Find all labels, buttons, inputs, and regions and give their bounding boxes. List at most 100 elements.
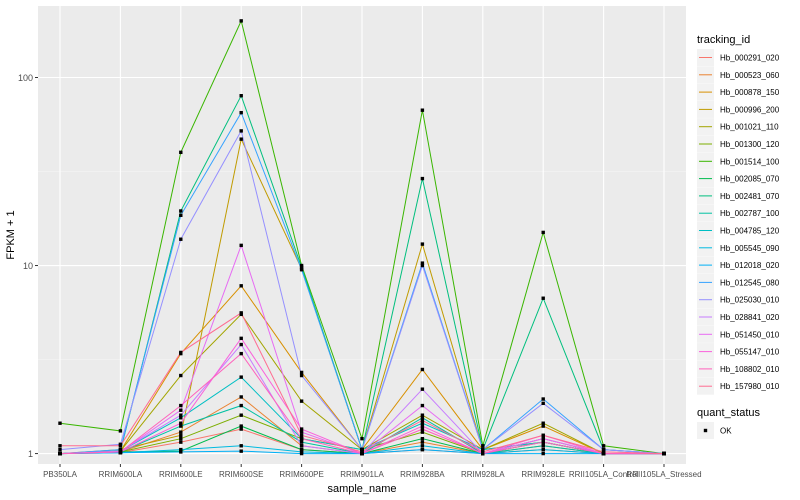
data-point bbox=[481, 447, 485, 452]
data-point bbox=[118, 450, 123, 454]
data-point bbox=[541, 401, 545, 406]
data-point bbox=[239, 403, 243, 408]
data-point bbox=[179, 150, 183, 155]
data-point bbox=[179, 436, 183, 441]
data-point bbox=[239, 424, 243, 428]
legend-point-swatch bbox=[703, 428, 708, 433]
data-point bbox=[179, 447, 183, 452]
x-tick-label: RRIM600LE bbox=[159, 470, 203, 479]
x-tick-label: RRIM928BA bbox=[400, 470, 445, 479]
data-point bbox=[299, 265, 304, 269]
data-point bbox=[601, 450, 606, 454]
legend-item: Hb_012545_080 bbox=[697, 273, 780, 291]
data-point bbox=[239, 336, 243, 341]
legend-item: Hb_002085_070 bbox=[697, 170, 780, 188]
data-point bbox=[58, 421, 62, 425]
data-points bbox=[58, 19, 666, 456]
shape-legend-title: quant_status bbox=[697, 407, 760, 419]
data-point bbox=[179, 373, 183, 378]
data-point bbox=[541, 444, 545, 448]
x-tick-label: RRII105LA_Control bbox=[569, 470, 639, 479]
data-point bbox=[420, 424, 425, 428]
data-point bbox=[420, 436, 425, 441]
legend-item: Hb_001514_100 bbox=[697, 152, 780, 170]
shape-legend-item: OK bbox=[697, 422, 732, 439]
data-point bbox=[179, 237, 183, 241]
legend-item: Hb_002787_100 bbox=[697, 204, 780, 222]
data-point bbox=[420, 413, 425, 417]
data-point bbox=[420, 261, 425, 265]
legend-label: Hb_005545_090 bbox=[720, 244, 780, 253]
x-tick-label: RRIM901LA bbox=[340, 470, 384, 479]
data-point bbox=[420, 176, 425, 181]
legend-label: Hb_055147_010 bbox=[720, 348, 780, 357]
legend-item: Hb_012018_020 bbox=[697, 256, 780, 274]
data-point bbox=[299, 433, 304, 438]
data-point bbox=[58, 444, 62, 448]
legend-item: Hb_001021_110 bbox=[697, 118, 779, 136]
legend-label: OK bbox=[720, 427, 732, 436]
data-point bbox=[58, 451, 62, 456]
legend-label: Hb_000523_060 bbox=[720, 71, 780, 80]
legend-label: Hb_028841_020 bbox=[720, 313, 780, 322]
data-point bbox=[299, 436, 304, 441]
data-point bbox=[541, 436, 545, 441]
y-axis: 1 10 100 bbox=[18, 73, 38, 459]
data-point bbox=[239, 375, 243, 379]
data-point bbox=[299, 370, 304, 375]
legend-label: Hb_001300_120 bbox=[720, 140, 780, 149]
grid-lines bbox=[38, 6, 686, 464]
legend-item: Hb_000523_060 bbox=[697, 66, 780, 84]
shape-legend-items: OK bbox=[697, 422, 732, 439]
legend-item: Hb_000291_020 bbox=[697, 49, 780, 66]
data-point bbox=[420, 387, 425, 391]
data-point bbox=[118, 444, 123, 448]
data-point bbox=[179, 408, 183, 412]
legend-label: Hb_002481_070 bbox=[720, 192, 780, 201]
legend-item: Hb_108802_010 bbox=[697, 360, 780, 378]
data-point bbox=[420, 403, 425, 408]
legend-item: Hb_001300_120 bbox=[697, 135, 780, 153]
data-point bbox=[239, 449, 243, 453]
data-point bbox=[179, 424, 183, 428]
data-point bbox=[239, 19, 243, 23]
data-point bbox=[179, 433, 183, 438]
data-point bbox=[420, 427, 425, 431]
data-point bbox=[420, 430, 425, 434]
data-point bbox=[239, 427, 243, 431]
x-tick-label: RRIM928LE bbox=[521, 470, 565, 479]
x-axis-label: sample_name bbox=[327, 483, 396, 495]
data-point bbox=[239, 284, 243, 288]
data-point bbox=[239, 351, 243, 356]
data-point bbox=[481, 450, 485, 454]
data-point bbox=[299, 451, 304, 456]
data-point bbox=[420, 242, 425, 246]
legend-label: Hb_001514_100 bbox=[720, 157, 780, 166]
legend-label: Hb_000878_150 bbox=[720, 88, 780, 97]
data-point bbox=[420, 108, 425, 112]
legend-title: tracking_id bbox=[697, 34, 750, 46]
data-point bbox=[420, 440, 425, 444]
y-tick-label: 1 bbox=[28, 449, 33, 459]
data-point bbox=[239, 137, 243, 141]
data-point bbox=[420, 447, 425, 452]
data-point bbox=[179, 416, 183, 420]
data-point bbox=[239, 110, 243, 115]
legend-label: Hb_000996_200 bbox=[720, 105, 780, 114]
data-point bbox=[179, 350, 183, 355]
x-tick-label: PB350LA bbox=[43, 470, 77, 479]
data-point bbox=[420, 367, 425, 372]
data-point bbox=[299, 430, 304, 434]
data-point bbox=[481, 444, 485, 448]
data-point bbox=[420, 421, 425, 425]
legend-label: Hb_004785_120 bbox=[720, 227, 780, 236]
data-point bbox=[360, 450, 364, 454]
data-point bbox=[58, 447, 62, 452]
legend-label: Hb_051450_010 bbox=[720, 330, 780, 339]
legend-item: Hb_157980_010 bbox=[697, 377, 780, 395]
data-point bbox=[541, 230, 545, 235]
data-point bbox=[601, 447, 606, 452]
data-point bbox=[420, 418, 425, 423]
data-point bbox=[541, 440, 545, 444]
